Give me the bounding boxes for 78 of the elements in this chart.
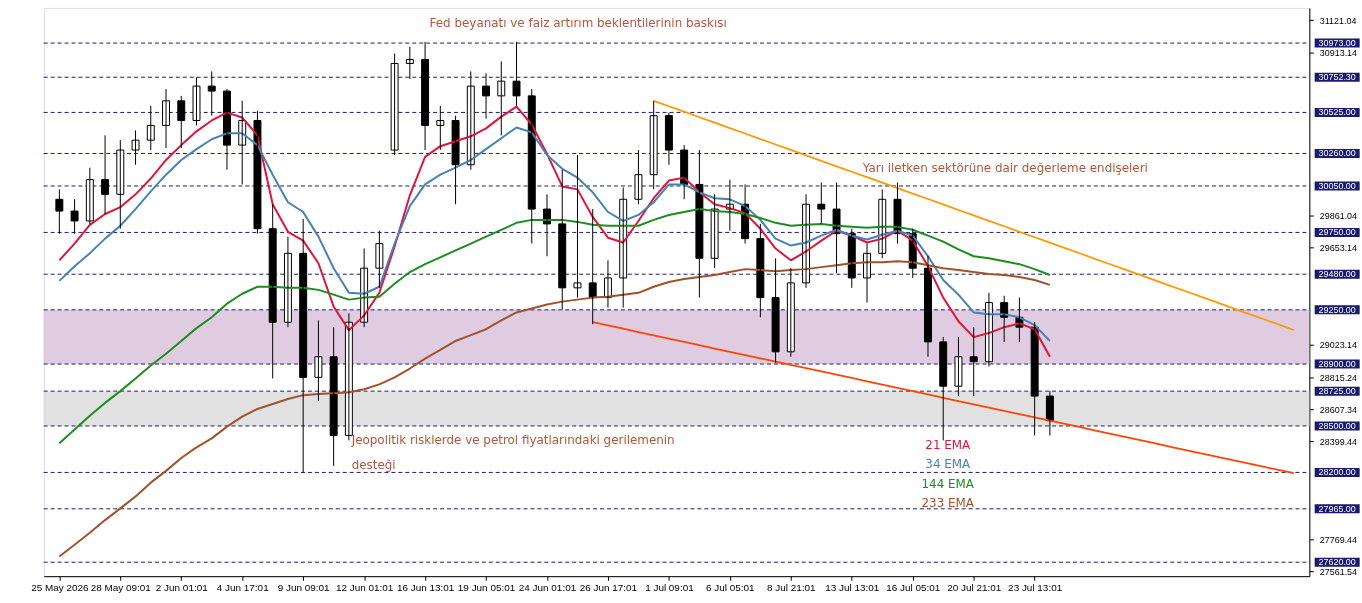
x-tick-label: 24 Jun 01:01 (518, 581, 577, 593)
y-tick-label: 27561.54 (1319, 566, 1358, 577)
y-tick-label: 27769.44 (1319, 534, 1358, 545)
candlestick (405, 46, 414, 80)
x-tick-label: 28 May 09:01 (90, 581, 152, 593)
candlestick (85, 167, 94, 225)
ref-line-label: 28200.00 (1318, 467, 1356, 478)
candlestick (253, 110, 262, 235)
candlestick (192, 76, 201, 126)
y-tick-label: 29023.14 (1319, 340, 1358, 351)
annotation: Yarı iletken sektörüne dair değerleme endişeleri (861, 160, 1148, 175)
candlestick (817, 182, 826, 225)
ref-line-label: 27965.00 (1318, 503, 1356, 514)
x-tick-label: 12 Jun 01:01 (335, 581, 394, 593)
ref-line-label: 27620.00 (1318, 557, 1356, 568)
annotation: desteği (351, 457, 396, 472)
annotation: Jeopolitik risklerde ve petrol fiyatlarındaki gerilemenin (350, 433, 675, 448)
ref-line-label: 29250.00 (1318, 304, 1356, 315)
candlestick (771, 257, 780, 364)
y-tick-label: 29653.14 (1319, 242, 1358, 253)
candlestick (573, 154, 582, 299)
x-tick-label: 4 Jun 17:01 (216, 581, 270, 593)
x-tick-label: 9 Jun 09:01 (277, 581, 331, 593)
candlestick (497, 60, 506, 136)
candlestick (969, 326, 978, 397)
x-tick-label: 6 Jul 05:01 (706, 581, 756, 593)
ref-line-label: 28725.00 (1318, 386, 1356, 397)
ref-line-label: 28500.00 (1318, 420, 1356, 431)
ref-line-label: 29480.00 (1318, 269, 1356, 280)
ref-line-label: 30525.00 (1318, 107, 1356, 118)
candlestick (954, 336, 963, 397)
x-tick-label: 13 Jul 13:01 (825, 581, 880, 593)
candlestick (314, 319, 323, 402)
candlestick (55, 188, 64, 235)
x-tick-label: 26 Jun 17:01 (579, 581, 638, 593)
candlestick (512, 41, 521, 107)
candlestick (177, 95, 186, 149)
y-tick-label: 28399.44 (1319, 437, 1358, 448)
candlestick (634, 149, 643, 205)
candlestick (146, 105, 155, 151)
text: 21 EMA (925, 438, 972, 452)
candlestick (436, 105, 445, 151)
y-tick-label: 30913.14 (1319, 47, 1358, 58)
ref-line-label: 28900.00 (1318, 359, 1356, 370)
candlestick (207, 70, 216, 117)
ref-line-label: 30050.00 (1318, 180, 1356, 191)
ref-line-label: 30260.00 (1318, 148, 1356, 159)
candlestick (116, 139, 125, 230)
candlestick (375, 230, 384, 289)
line-series (58, 260, 1051, 558)
text: 34 EMA (925, 457, 972, 472)
candlestick (70, 198, 79, 235)
ref-line-label: 30973.00 (1318, 38, 1356, 49)
x-tick-label: 2 Jun 01:01 (155, 581, 209, 593)
y-tick-label: 28815.24 (1319, 372, 1358, 383)
candlestick (695, 149, 704, 299)
candlestick (558, 169, 567, 311)
x-tick-label: 19 Jun 05:01 (457, 581, 516, 593)
y-tick-label: 31121.04 (1319, 15, 1357, 26)
x-tick-label: 16 Jun 13:01 (396, 581, 455, 593)
x-tick-label: 16 Jul 05:01 (886, 581, 941, 593)
ref-line-label: 30752.30 (1318, 72, 1356, 83)
text: 233 EMA (921, 496, 975, 511)
candlestick (390, 53, 399, 156)
text: 144 EMA (921, 476, 975, 491)
ref-line-label: 29750.00 (1318, 227, 1356, 238)
x-tick-label: 20 Jul 21:01 (947, 581, 1002, 593)
x-tick-label: 8 Jul 21:01 (767, 581, 817, 593)
annotation: Fed beyanatı ve faiz artırım beklentilerinin baskısı (429, 15, 727, 30)
x-tick-label: 1 Jul 09:01 (645, 581, 695, 593)
x-tick-label: 23 Jul 13:01 (1008, 581, 1063, 593)
y-tick-label: 28607.34 (1319, 404, 1358, 415)
x-tick-label: 25 May 2026 (31, 581, 89, 593)
line-series (652, 99, 1295, 331)
candlestick (451, 115, 460, 205)
y-tick-label: 29861.04 (1319, 210, 1358, 221)
candlestick (939, 336, 948, 441)
candlestick (131, 129, 140, 166)
